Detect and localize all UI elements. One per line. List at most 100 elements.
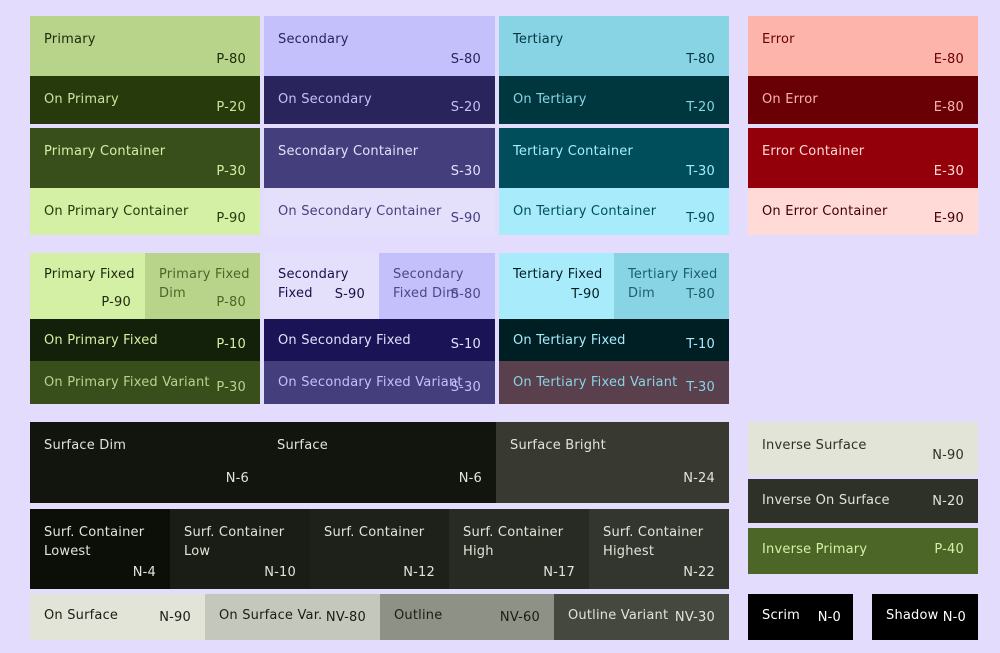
on-secondary-container-label: On Secondary Container: [278, 204, 442, 219]
outline-label: Outline: [394, 608, 443, 623]
error-container-tile: Error Container E-30: [748, 128, 978, 188]
on-secondary-fixed-variant-token: S-30: [450, 380, 481, 395]
surface-container-high-tile: Surf. Container High N-17: [449, 509, 589, 589]
tertiary-tile: Tertiary T-80: [499, 16, 729, 76]
primary-token: P-80: [216, 52, 246, 67]
primary-fixed-tile: Primary Fixed P-90: [30, 253, 145, 319]
inverse-primary-label: Inverse Primary: [762, 542, 868, 557]
outline-variant-tile: Outline Variant NV-30: [554, 594, 729, 640]
on-secondary-token: S-20: [450, 100, 481, 115]
on-surface-variant-tile: On Surface Var. NV-80: [205, 594, 380, 640]
on-primary-container-label: On Primary Container: [44, 204, 189, 219]
surface-container-lowest-tile: Surf. Container Lowest N-4: [30, 509, 170, 589]
inverse-primary-tile: Inverse Primary P-40: [748, 528, 978, 574]
tertiary-fixed-tile: Tertiary Fixed T-90: [499, 253, 614, 319]
scrim-token: N-0: [817, 610, 841, 625]
outline-tile: Outline NV-60: [380, 594, 554, 640]
surface-container-label: Surf. Container: [324, 525, 425, 540]
tertiary-fixed-dim-tile: Tertiary Fixed Dim T-80: [614, 253, 729, 319]
tertiary-fixed-dim-token: T-80: [686, 287, 715, 302]
primary-tile: Primary P-80: [30, 16, 260, 76]
tertiary-container-tile: Tertiary Container T-30: [499, 128, 729, 188]
secondary-fixed-dim-tile: Secondary Fixed Dim S-80: [379, 253, 495, 319]
on-tertiary-container-tile: On Tertiary Container T-90: [499, 188, 729, 235]
on-error-token: E-80: [933, 100, 964, 115]
tertiary-fixed-label: Tertiary Fixed: [513, 267, 603, 282]
secondary-fixed-dim-token: S-80: [450, 287, 481, 302]
surface-container-low-tile: Surf. Container Low N-10: [170, 509, 310, 589]
on-surface-label: On Surface: [44, 608, 119, 623]
surface-container-highest-token: N-22: [683, 565, 715, 580]
inverse-surface-label: Inverse Surface: [762, 438, 867, 453]
primary-fixed-dim-label: Primary Fixed Dim: [159, 267, 250, 301]
secondary-fixed-tile: Secondary Fixed S-90: [264, 253, 379, 319]
inverse-primary-token: P-40: [934, 542, 964, 557]
secondary-fixed-token: S-90: [334, 287, 365, 302]
on-tertiary-fixed-token: T-10: [686, 337, 715, 352]
on-secondary-fixed-variant-tile: On Secondary Fixed Variant S-30: [264, 361, 495, 404]
surface-container-token: N-12: [403, 565, 435, 580]
shadow-token: N-0: [942, 610, 966, 625]
on-tertiary-tile: On Tertiary T-20: [499, 76, 729, 124]
secondary-container-token: S-30: [450, 164, 481, 179]
error-token: E-80: [933, 52, 964, 67]
tertiary-fixed-dim-label: Tertiary Fixed Dim: [628, 267, 718, 301]
primary-fixed-label: Primary Fixed: [44, 267, 135, 282]
on-error-container-tile: On Error Container E-90: [748, 188, 978, 235]
on-secondary-container-token: S-90: [450, 211, 481, 226]
on-primary-token: P-20: [216, 100, 246, 115]
tertiary-container-label: Tertiary Container: [513, 144, 634, 159]
on-primary-container-tile: On Primary Container P-90: [30, 188, 260, 235]
inverse-on-surface-token: N-20: [932, 494, 964, 509]
surface-container-low-label: Surf. Container Low: [184, 525, 285, 559]
on-error-label: On Error: [762, 92, 818, 107]
secondary-label: Secondary: [278, 32, 349, 47]
on-tertiary-token: T-20: [686, 100, 715, 115]
error-container-token: E-30: [933, 164, 964, 179]
on-primary-tile: On Primary P-20: [30, 76, 260, 124]
shadow-tile: Shadow N-0: [872, 594, 978, 640]
on-primary-fixed-label: On Primary Fixed: [44, 333, 158, 348]
secondary-tile: Secondary S-80: [264, 16, 495, 76]
surface-container-lowest-label: Surf. Container Lowest: [44, 525, 145, 559]
on-tertiary-fixed-variant-label: On Tertiary Fixed Variant: [513, 375, 678, 390]
surface-label: Surface: [277, 438, 328, 453]
on-secondary-fixed-tile: On Secondary Fixed S-10: [264, 319, 495, 361]
error-label: Error: [762, 32, 795, 47]
on-primary-fixed-tile: On Primary Fixed P-10: [30, 319, 260, 361]
shadow-label: Shadow: [886, 608, 939, 623]
surface-container-high-label: Surf. Container High: [463, 525, 564, 559]
tertiary-fixed-token: T-90: [571, 287, 600, 302]
on-primary-fixed-token: P-10: [216, 337, 246, 352]
primary-fixed-token: P-90: [101, 295, 131, 310]
secondary-fixed-label: Secondary Fixed: [278, 267, 349, 301]
on-error-container-label: On Error Container: [762, 204, 888, 219]
primary-container-tile: Primary Container P-30: [30, 128, 260, 188]
secondary-fixed-dim-label: Secondary Fixed Dim: [393, 267, 464, 301]
surface-bright-label: Surface Bright: [510, 438, 606, 453]
surface-container-low-token: N-10: [264, 565, 296, 580]
tertiary-label: Tertiary: [513, 32, 564, 47]
primary-fixed-dim-tile: Primary Fixed Dim P-80: [145, 253, 260, 319]
surface-container-lowest-token: N-4: [132, 565, 156, 580]
primary-label: Primary: [44, 32, 96, 47]
surface-container-high-token: N-17: [543, 565, 575, 580]
surface-bright-tile: Surface Bright N-24: [496, 422, 729, 503]
outline-token: NV-60: [499, 610, 540, 625]
on-primary-label: On Primary: [44, 92, 119, 107]
on-tertiary-fixed-variant-token: T-30: [686, 380, 715, 395]
on-tertiary-container-label: On Tertiary Container: [513, 204, 657, 219]
surface-container-highest-label: Surf. Container Highest: [603, 525, 704, 559]
primary-container-token: P-30: [216, 164, 246, 179]
on-primary-fixed-variant-label: On Primary Fixed Variant: [44, 375, 210, 390]
surface-tile: Surface N-6: [263, 422, 496, 503]
on-surface-token: N-90: [159, 610, 191, 625]
outline-variant-token: NV-30: [674, 610, 715, 625]
scrim-label: Scrim: [762, 608, 801, 623]
tertiary-token: T-80: [686, 52, 715, 67]
primary-container-label: Primary Container: [44, 144, 166, 159]
secondary-container-label: Secondary Container: [278, 144, 419, 159]
tertiary-container-token: T-30: [686, 164, 715, 179]
inverse-on-surface-tile: Inverse On Surface N-20: [748, 479, 978, 523]
on-tertiary-fixed-variant-tile: On Tertiary Fixed Variant T-30: [499, 361, 729, 404]
